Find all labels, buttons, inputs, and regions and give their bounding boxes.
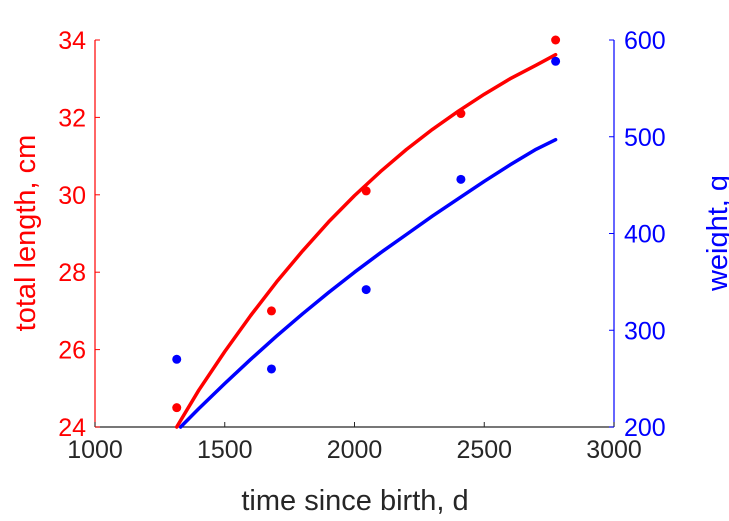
- weight-point: [361, 285, 371, 295]
- y-right-tick-label: 400: [624, 221, 666, 249]
- x-tick-label: 1500: [197, 436, 253, 464]
- y-left-tick-label: 26: [58, 337, 86, 365]
- length-point: [172, 403, 182, 413]
- y-left-tick-label: 30: [58, 182, 86, 210]
- length-point: [456, 109, 466, 119]
- length-point: [361, 186, 371, 196]
- y-left-tick-label: 28: [58, 259, 86, 287]
- x-tick-label: 2500: [456, 436, 512, 464]
- length-fit-line: [174, 52, 558, 429]
- x-axis-label: time since birth, d: [241, 485, 468, 517]
- x-tick-label: 2000: [327, 436, 383, 464]
- y-right-tick-label: 500: [624, 124, 666, 152]
- y-left-tick-label: 24: [58, 414, 86, 442]
- axes: 1000 1500 2000 2500 3000 24 26 28 30 32 34 200 300 40…: [58, 27, 666, 464]
- weight-fit-line: [178, 137, 558, 429]
- series: [172, 35, 561, 429]
- y-left-tick-label: 34: [58, 27, 86, 55]
- y-left-tick-label: 32: [58, 104, 86, 132]
- x-tick-label: 1000: [67, 436, 123, 464]
- x-tick-label: 3000: [586, 436, 642, 464]
- weight-point: [266, 364, 276, 374]
- weight-point: [172, 354, 182, 364]
- length-point: [551, 35, 561, 45]
- y-left-axis-label: total length, cm: [10, 135, 42, 332]
- y-right-tick-label: 300: [624, 317, 666, 345]
- weight-point: [551, 56, 561, 66]
- y-right-tick-label: 200: [624, 414, 666, 442]
- weight-point: [456, 174, 466, 184]
- y-right-axis-label: weight, g: [702, 175, 729, 292]
- length-point: [266, 306, 276, 316]
- y-right-tick-label: 600: [624, 27, 666, 55]
